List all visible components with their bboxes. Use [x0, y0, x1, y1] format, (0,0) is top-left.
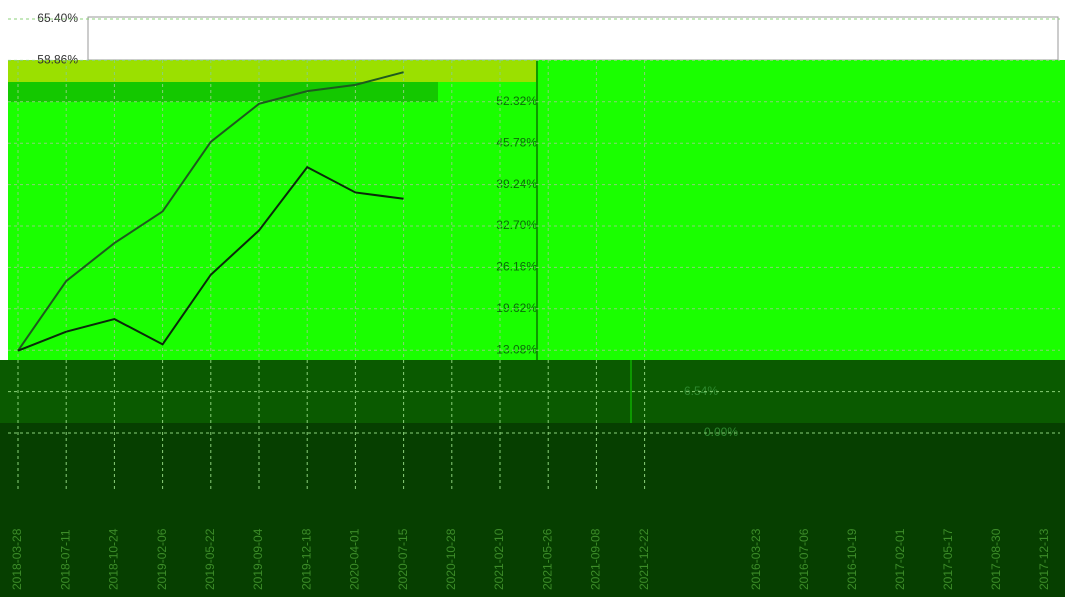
y-tick-label: 0.00% — [704, 425, 738, 439]
x-tick-label: 2017-12-13 — [1037, 528, 1051, 590]
x-tick-label: 2021-02-10 — [492, 528, 506, 590]
glitch-strip — [8, 60, 538, 82]
x-tick-label: 2017-05-17 — [941, 528, 955, 590]
x-tick-label: 2019-12-18 — [299, 528, 313, 590]
y-tick-label: 65.40% — [37, 11, 78, 25]
x-tick-label: 2016-10-19 — [845, 528, 859, 590]
x-tick-label: 2021-05-26 — [540, 528, 554, 590]
y-tick-label: 19.62% — [496, 301, 537, 315]
y-tick-label: 58.86% — [37, 53, 78, 67]
x-tick-label: 2019-02-06 — [155, 528, 169, 590]
y-tick-label: 45.78% — [496, 135, 537, 149]
x-tick-label: 2020-04-01 — [348, 528, 362, 590]
x-tick-label: 2019-09-04 — [251, 528, 265, 590]
x-tick-label: 2021-09-08 — [589, 528, 603, 590]
x-tick-label: 2020-10-28 — [444, 528, 458, 590]
x-tick-label: 2018-10-24 — [107, 528, 121, 590]
x-tick-label: 2016-07-06 — [797, 528, 811, 590]
y-tick-label: 13.08% — [496, 342, 537, 356]
glitch-block — [0, 423, 1065, 597]
x-tick-label: 2017-02-01 — [893, 528, 907, 590]
x-tick-label: 2020-07-15 — [396, 528, 410, 590]
divider — [536, 60, 538, 360]
y-tick-label: 26.16% — [496, 260, 537, 274]
y-tick-label: 39.24% — [496, 177, 537, 191]
y-tick-label: 52.32% — [496, 94, 537, 108]
y-tick-label: 6.54% — [684, 384, 718, 398]
y-tick-label: 32.70% — [496, 218, 537, 232]
x-tick-label: 2018-07-11 — [58, 529, 72, 590]
x-tick-label: 2016-03-23 — [749, 528, 763, 590]
divider — [630, 360, 632, 423]
series-line — [17, 165, 404, 352]
glitch-strip — [8, 82, 438, 102]
x-tick-label: 2021-12-22 — [637, 528, 651, 590]
x-tick-label: 2018-03-28 — [10, 528, 24, 590]
x-tick-label: 2019-05-22 — [203, 528, 217, 590]
x-tick-label: 2017-08-30 — [989, 528, 1003, 590]
top-frame — [87, 16, 1059, 61]
series-line — [17, 71, 404, 352]
